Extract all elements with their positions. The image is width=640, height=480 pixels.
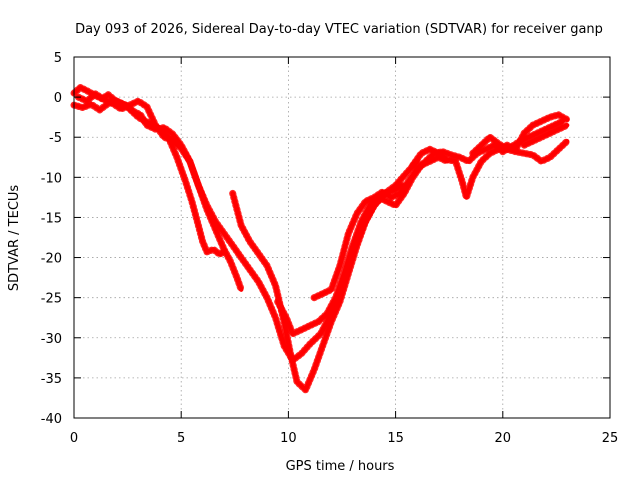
y-tick-label: -15 [41,211,62,226]
x-tick-label: 5 [177,431,185,446]
x-tick-label: 20 [495,431,512,446]
y-tick-label: 0 [54,91,62,106]
chart-title: Day 093 of 2026, Sidereal Day-to-day VTE… [75,22,603,37]
plot-frame [73,56,611,419]
series-line [275,155,450,337]
y-axis-label: SDTVAR / TECUs [7,185,22,292]
x-axis: 0 5 10 15 20 25 [70,57,618,446]
grid [74,57,610,418]
x-tick-label: 15 [387,431,404,446]
series-marker-texture [469,133,571,165]
y-tick-label: -30 [41,332,62,347]
x-axis-label: GPS time / hours [286,459,395,474]
series-marker-texture [229,181,406,394]
y-tick-label: -5 [49,131,62,146]
y-tick-label: -40 [41,412,62,427]
series-marker-texture [409,111,571,201]
y-tick-label: -20 [41,252,62,267]
x-tick-label: 25 [602,431,619,446]
data-series-group [70,84,571,394]
y-tick-label: -35 [41,372,62,387]
y-tick-label: -25 [41,292,62,307]
x-tick-label: 0 [70,431,78,446]
y-axis: 5 0 -5 -10 -15 -20 -25 -30 -35 -40 [41,51,610,427]
series-marker-texture [520,121,571,149]
y-tick-label: 5 [54,51,62,66]
x-tick-label: 10 [280,431,297,446]
y-tick-label: -10 [41,171,62,186]
series-marker-texture [274,153,451,338]
